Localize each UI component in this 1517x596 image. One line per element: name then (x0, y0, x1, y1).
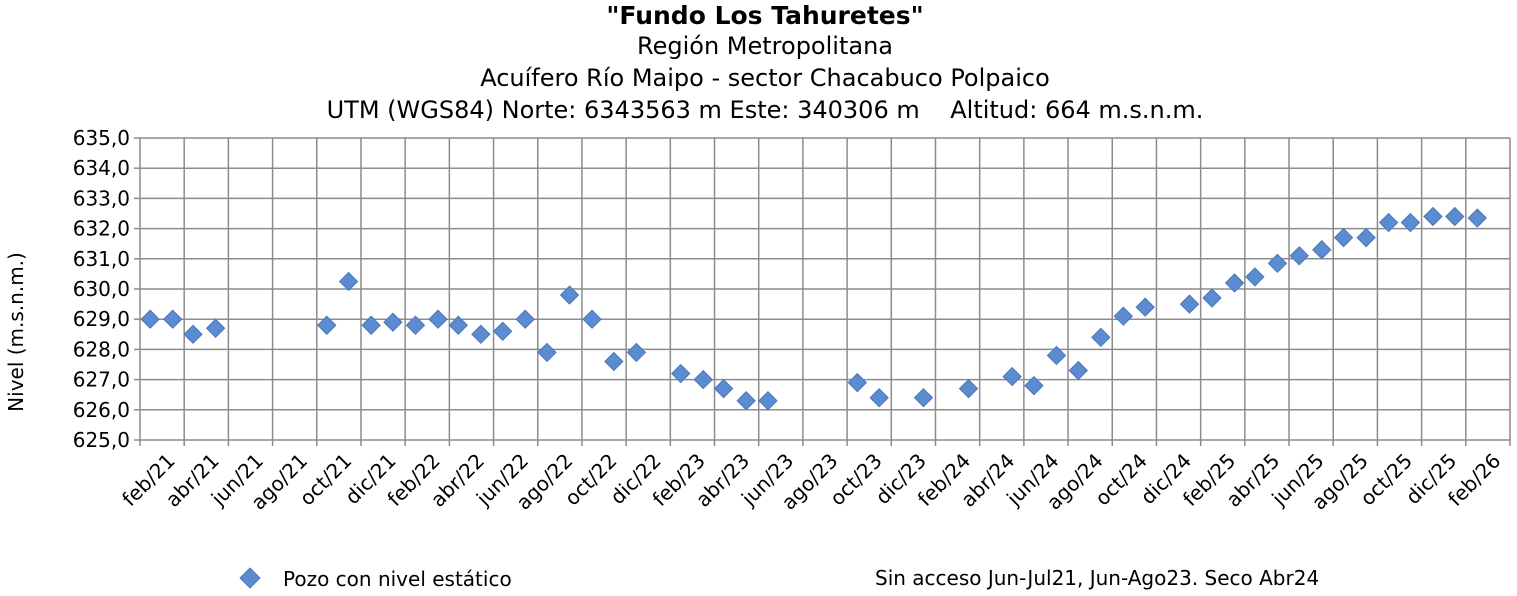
data-point (1267, 253, 1288, 274)
data-point (428, 309, 448, 329)
data-point (559, 285, 580, 305)
data-point (1091, 327, 1111, 348)
data-point (162, 309, 183, 329)
data-point (604, 351, 624, 372)
data-point (338, 271, 359, 292)
data-point (361, 315, 381, 335)
y-tick-label: 633,0 (73, 186, 130, 210)
chart-subtitle-aquifer: Acuífero Río Maipo - sector Chacabuco Po… (480, 64, 1050, 92)
data-point (1423, 206, 1443, 227)
data-point (140, 309, 160, 329)
data-point (1224, 273, 1245, 293)
y-tick-label: 626,0 (73, 398, 130, 422)
data-point (1467, 208, 1488, 228)
plot-grid (134, 137, 1511, 446)
data-points (140, 206, 1488, 411)
data-point (582, 309, 602, 329)
data-point (1356, 227, 1376, 248)
legend-marker (239, 567, 261, 589)
data-point (758, 391, 778, 411)
y-tick-label: 630,0 (73, 277, 130, 301)
data-point (1245, 267, 1265, 287)
data-point (1068, 360, 1088, 381)
x-axis-ticks: feb/21abr/21jun/21ago/21oct/21dic/21feb/… (117, 449, 1505, 515)
data-point (693, 369, 713, 390)
data-point (383, 312, 403, 332)
chart-subtitle-region: Región Metropolitana (637, 32, 893, 60)
data-point (1312, 240, 1332, 260)
y-tick-label: 634,0 (73, 156, 130, 180)
legend: Pozo con nivel estático (239, 567, 512, 591)
y-tick-label: 631,0 (73, 247, 130, 271)
data-point (492, 321, 513, 341)
data-point (1333, 227, 1354, 248)
data-point (317, 315, 337, 335)
y-tick-label: 625,0 (73, 428, 130, 452)
y-axis-label: Nivel (m.s.n.m.) (4, 252, 28, 412)
data-point (847, 372, 868, 393)
data-point (1400, 212, 1421, 233)
data-point (205, 318, 226, 338)
data-point (183, 324, 203, 345)
chart-subtitle-coordinates: UTM (WGS84) Norte: 6343563 m Este: 34030… (327, 96, 1204, 124)
data-point (1378, 212, 1399, 233)
data-point (515, 309, 535, 329)
data-point (713, 378, 734, 399)
y-tick-label: 628,0 (73, 337, 130, 361)
data-point (869, 388, 889, 408)
chart-title: "Fundo Los Tahuretes" (606, 1, 923, 30)
data-point (448, 315, 469, 335)
chart-note: Sin acceso Jun-Jul21, Jun-Ago23. Seco Ab… (875, 566, 1319, 590)
data-point (736, 391, 756, 411)
data-point (1445, 206, 1465, 227)
legend-label: Pozo con nivel estático (283, 567, 512, 591)
y-tick-label: 627,0 (73, 368, 130, 392)
data-point (1179, 294, 1200, 314)
data-point (913, 388, 934, 408)
data-point (405, 315, 426, 335)
data-point (626, 342, 647, 363)
data-point (471, 324, 491, 345)
y-axis-ticks: 625,0 626,0 627,0 628,0 629,0 630,0 631,0 632,0… (73, 126, 130, 452)
data-point (671, 363, 691, 384)
y-tick-label: 629,0 (73, 307, 130, 331)
data-point (1046, 345, 1067, 366)
data-point (1289, 246, 1309, 266)
data-point (1135, 297, 1155, 317)
data-point (1002, 366, 1022, 387)
data-point (1202, 288, 1222, 308)
data-point (1113, 306, 1134, 326)
y-tick-label: 632,0 (73, 217, 130, 241)
y-tick-label: 635,0 (73, 126, 130, 150)
data-point (1024, 375, 1044, 396)
data-point (958, 378, 979, 399)
data-point (537, 342, 557, 363)
